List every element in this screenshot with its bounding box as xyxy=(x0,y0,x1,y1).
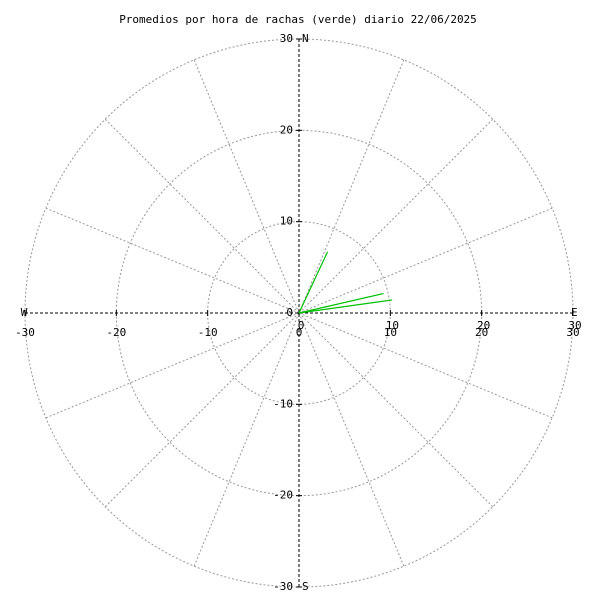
x-tick-label: 30 xyxy=(566,326,579,339)
x-tick-label: -10 xyxy=(198,326,218,339)
x-tick-label: -20 xyxy=(106,326,126,339)
spoke xyxy=(104,118,300,314)
x-tick-label: 0 xyxy=(298,319,305,332)
x-tick-label: -30 xyxy=(15,326,35,339)
y-tick-label: -20 xyxy=(273,489,293,502)
x-tick-label: 10 xyxy=(386,319,399,332)
spoke xyxy=(298,312,553,419)
y-tick-label: 30 xyxy=(280,32,293,45)
gust-vector xyxy=(298,299,393,314)
gust-vector xyxy=(298,251,329,314)
spoke xyxy=(45,312,300,419)
y-tick-label: 0 xyxy=(286,306,293,319)
spoke xyxy=(298,312,405,567)
compass-label: E xyxy=(571,306,578,319)
compass-label: S xyxy=(302,580,309,593)
spoke xyxy=(193,59,300,314)
x-tick-label: 20 xyxy=(477,319,490,332)
y-tick-label: 20 xyxy=(280,123,293,136)
chart-title: Promedios por hora de rachas (verde) dia… xyxy=(119,13,477,26)
spoke xyxy=(298,118,494,314)
compass-label: W xyxy=(21,306,28,319)
compass-label: N xyxy=(302,32,309,45)
spoke xyxy=(104,312,300,508)
y-tick-label: 10 xyxy=(280,215,293,228)
spoke xyxy=(45,207,300,314)
x-tick-label: 0 xyxy=(296,326,303,339)
x-tick-label: 20 xyxy=(475,326,488,339)
gust-vector xyxy=(298,292,384,314)
y-tick-label: -30 xyxy=(273,580,293,593)
spoke xyxy=(298,312,494,508)
spoke xyxy=(193,312,300,567)
x-tick-label: 10 xyxy=(384,326,397,339)
spoke xyxy=(298,207,553,314)
spoke xyxy=(298,59,405,314)
x-tick-label: 30 xyxy=(568,319,581,332)
y-tick-label: -10 xyxy=(273,397,293,410)
